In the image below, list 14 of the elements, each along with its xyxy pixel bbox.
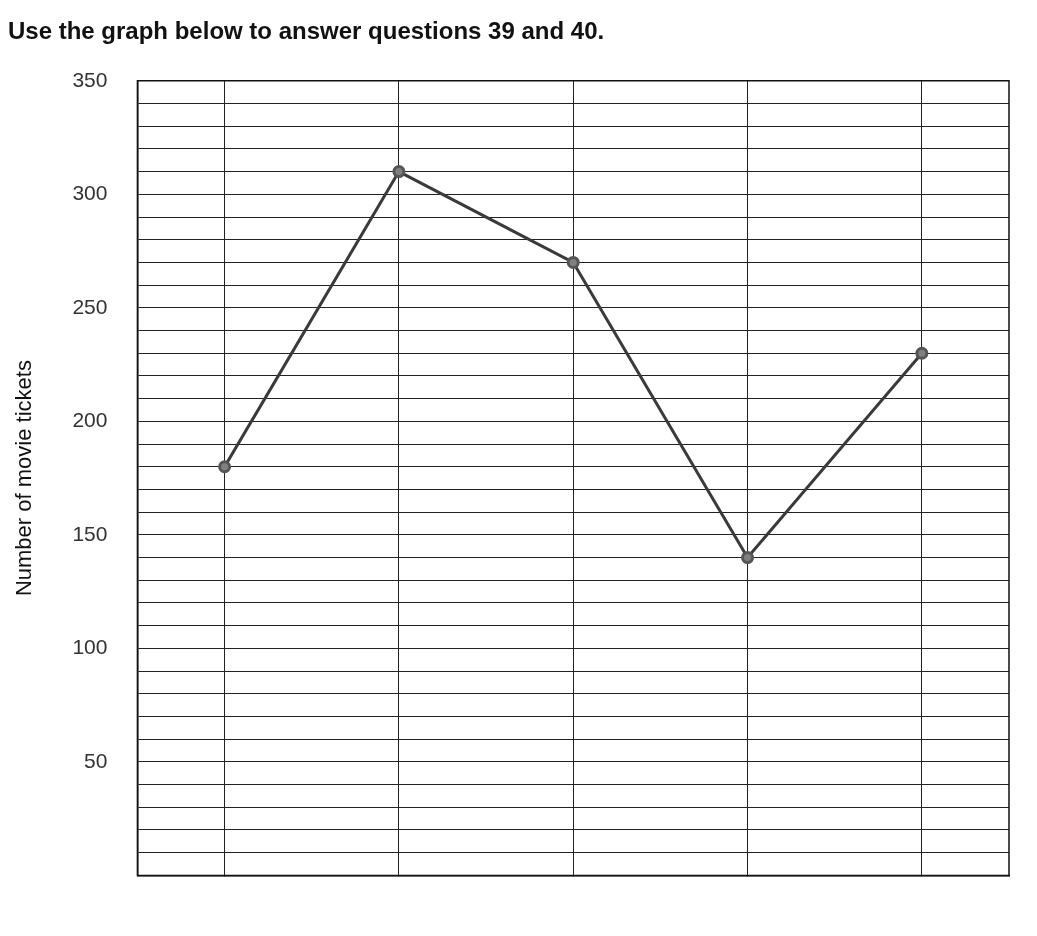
point — [218, 460, 232, 474]
y-tick-label: 150 — [72, 521, 108, 545]
point — [392, 165, 406, 179]
y-tick-label: 300 — [72, 181, 108, 205]
y-tick-label: 50 — [84, 748, 108, 772]
y-tick-label: 200 — [72, 408, 108, 432]
y-axis-title: Number of movie tickets — [11, 360, 37, 597]
y-tick-label: 350 — [72, 67, 108, 91]
y-tick-label: 100 — [72, 635, 108, 659]
point — [566, 255, 580, 269]
chart-title: Use the graph below to answer questions 39 and 40. — [8, 17, 605, 45]
y-tick-label: 250 — [72, 294, 108, 318]
point — [741, 551, 755, 565]
point — [915, 346, 929, 360]
